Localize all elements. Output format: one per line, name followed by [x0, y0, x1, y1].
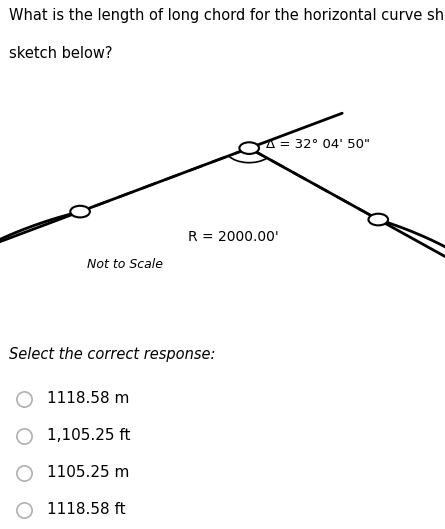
Text: R = 2000.00': R = 2000.00' [188, 230, 279, 244]
Text: Not to Scale: Not to Scale [87, 258, 162, 271]
Text: 1105.25 m: 1105.25 m [47, 466, 129, 480]
Text: Select the correct response:: Select the correct response: [9, 346, 215, 361]
Circle shape [70, 206, 90, 217]
Circle shape [368, 214, 388, 225]
Text: 1118.58 m: 1118.58 m [47, 391, 129, 406]
Text: Δ = 32° 04' 50": Δ = 32° 04' 50" [266, 138, 370, 151]
Text: What is the length of long chord for the horizontal curve shown in the: What is the length of long chord for the… [9, 8, 445, 23]
Text: 1,105.25 ft: 1,105.25 ft [47, 428, 130, 443]
Text: sketch below?: sketch below? [9, 46, 113, 61]
Text: 1118.58 ft: 1118.58 ft [47, 503, 125, 517]
Circle shape [239, 142, 259, 154]
